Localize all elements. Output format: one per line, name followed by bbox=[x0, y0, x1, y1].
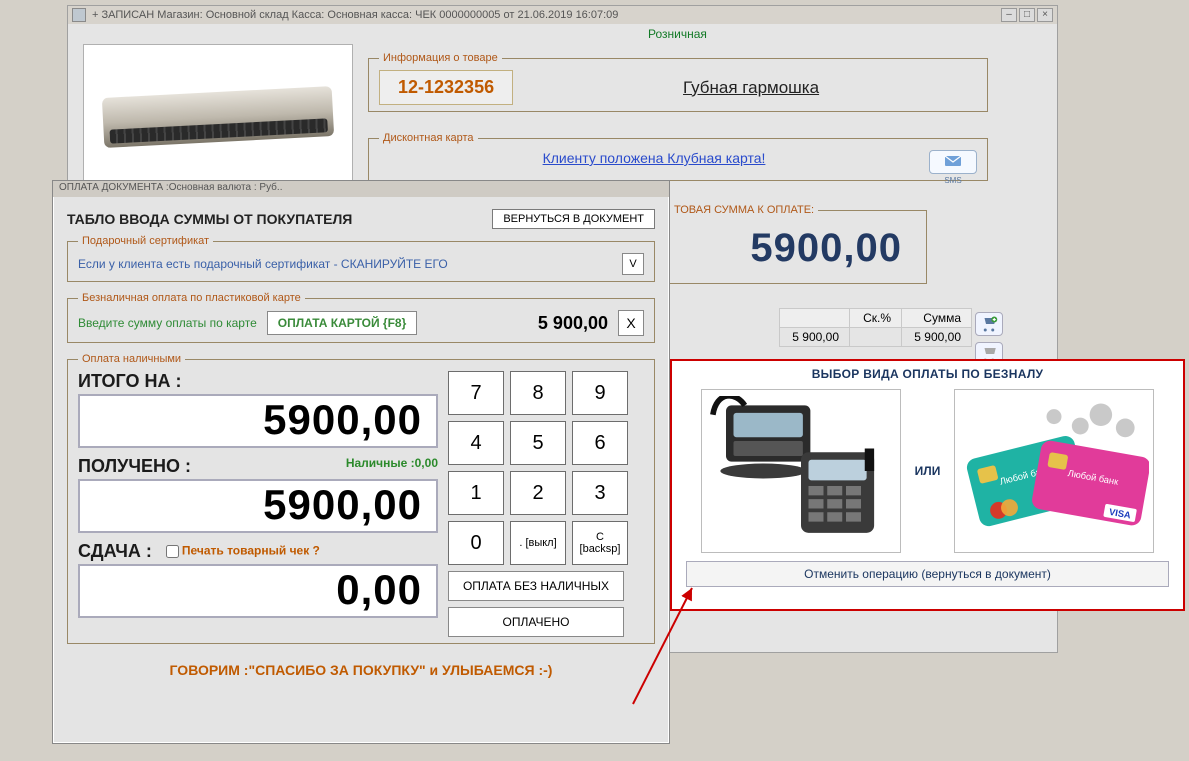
thanks-message: ГОВОРИМ :"СПАСИБО ЗА ПОКУПКУ" и УЛЫБАЕМС… bbox=[67, 662, 655, 678]
card-legend: Безналичная оплата по пластиковой карте bbox=[78, 292, 305, 304]
close-button[interactable]: × bbox=[1037, 8, 1053, 22]
change-label: СДАЧА : bbox=[78, 541, 152, 562]
pay-without-cash-button[interactable]: ОПЛАТА БЕЗ НАЛИЧНЫХ bbox=[448, 571, 624, 601]
main-titlebar: + ЗАПИСАН Магазин: Основной склад Касса:… bbox=[68, 6, 1057, 24]
key-3[interactable]: 3 bbox=[572, 471, 628, 515]
key-backspace[interactable]: C [backsp] bbox=[572, 521, 628, 565]
cards-option[interactable]: Любой банк Любой банк VISA bbox=[954, 389, 1154, 553]
sku-value: 12-1232356 bbox=[379, 70, 513, 105]
harmonica-icon bbox=[102, 86, 334, 148]
card-clear-button[interactable]: X bbox=[618, 310, 644, 336]
product-image bbox=[83, 44, 353, 189]
product-info-legend: Информация о товаре bbox=[379, 52, 502, 64]
key-dot[interactable]: . [выкл] bbox=[510, 521, 566, 565]
payment-header: ТАБЛО ВВОДА СУММЫ ОТ ПОКУПАТЕЛЯ bbox=[67, 211, 352, 227]
product-name-link[interactable]: Губная гармошка bbox=[525, 78, 977, 98]
print-receipt-checkbox[interactable]: Печать товарный чек ? bbox=[162, 542, 320, 561]
total-amount: 5900,00 bbox=[78, 394, 438, 448]
app-icon bbox=[72, 8, 86, 22]
paid-button[interactable]: ОПЛАЧЕНО bbox=[448, 607, 624, 637]
sms-button[interactable]: SMS bbox=[929, 150, 977, 174]
key-0[interactable]: 0 bbox=[448, 521, 504, 565]
key-8[interactable]: 8 bbox=[510, 371, 566, 415]
payment-dialog-title: ОПЛАТА ДОКУМЕНТА :Основная валюта : Руб.… bbox=[53, 181, 669, 197]
cart-add-button[interactable] bbox=[975, 312, 1003, 336]
change-amount: 0,00 bbox=[78, 564, 438, 618]
credit-cards-icon: Любой банк Любой банк VISA bbox=[959, 396, 1149, 546]
mail-icon bbox=[945, 156, 961, 166]
maximize-button[interactable]: □ bbox=[1019, 8, 1035, 22]
gift-scan-hint: Если у клиента есть подарочный сертифика… bbox=[78, 257, 448, 271]
key-5[interactable]: 5 bbox=[510, 421, 566, 465]
back-to-document-button[interactable]: ВЕРНУТЬСЯ В ДОКУМЕНТ bbox=[492, 209, 655, 229]
received-amount[interactable]: 5900,00 bbox=[78, 479, 438, 533]
payment-dialog: ОПЛАТА ДОКУМЕНТА :Основная валюта : Руб.… bbox=[52, 180, 670, 744]
key-9[interactable]: 9 bbox=[572, 371, 628, 415]
received-label: ПОЛУЧЕНО : bbox=[78, 456, 191, 477]
table-row[interactable]: 5 900,00 5 900,00 bbox=[780, 328, 972, 347]
cart-plus-icon bbox=[980, 315, 998, 333]
window-title: + ЗАПИСАН Магазин: Основной склад Касса:… bbox=[92, 9, 999, 21]
key-7[interactable]: 7 bbox=[448, 371, 504, 415]
key-4[interactable]: 4 bbox=[448, 421, 504, 465]
numeric-keypad: 7 8 9 4 5 6 1 2 3 0 . [выкл] C [backsp] bbox=[448, 371, 628, 565]
choice-title: ВЫБОР ВИДА ОПЛАТЫ ПО БЕЗНАЛУ bbox=[672, 367, 1183, 381]
terminal-option[interactable] bbox=[701, 389, 901, 553]
grand-total-value: 5900,00 bbox=[670, 222, 916, 277]
total-label: ИТОГО НА : bbox=[78, 371, 438, 392]
club-card-link[interactable]: Клиенту положена Клубная карта! bbox=[543, 150, 766, 166]
retail-type-label: Розничная bbox=[648, 27, 707, 41]
or-label: ИЛИ bbox=[915, 464, 941, 478]
grand-total-box: ТОВАЯ СУММА К ОПЛАТЕ: 5900,00 bbox=[659, 204, 927, 284]
line-items-table: Ск.% Сумма 5 900,00 5 900,00 bbox=[779, 308, 972, 347]
key-2[interactable]: 2 bbox=[510, 471, 566, 515]
key-6[interactable]: 6 bbox=[572, 421, 628, 465]
pay-by-card-button[interactable]: ОПЛАТА КАРТОЙ {F8} bbox=[267, 311, 418, 335]
pos-terminal-icon bbox=[706, 396, 896, 546]
card-amount: 5 900,00 bbox=[538, 313, 608, 334]
gift-v-button[interactable]: V bbox=[622, 253, 644, 275]
gift-legend: Подарочный сертификат bbox=[78, 235, 213, 247]
cancel-operation-button[interactable]: Отменить операцию (вернуться в документ) bbox=[686, 561, 1169, 587]
minimize-button[interactable]: – bbox=[1001, 8, 1017, 22]
discount-legend: Дисконтная карта bbox=[379, 132, 478, 144]
cash-note: Наличные :0,00 bbox=[346, 456, 438, 477]
cashless-choice-dialog: ВЫБОР ВИДА ОПЛАТЫ ПО БЕЗНАЛУ ИЛИ bbox=[670, 359, 1185, 611]
card-hint: Введите сумму оплаты по карте bbox=[78, 316, 257, 330]
cash-legend: Оплата наличными bbox=[78, 353, 185, 365]
key-1[interactable]: 1 bbox=[448, 471, 504, 515]
